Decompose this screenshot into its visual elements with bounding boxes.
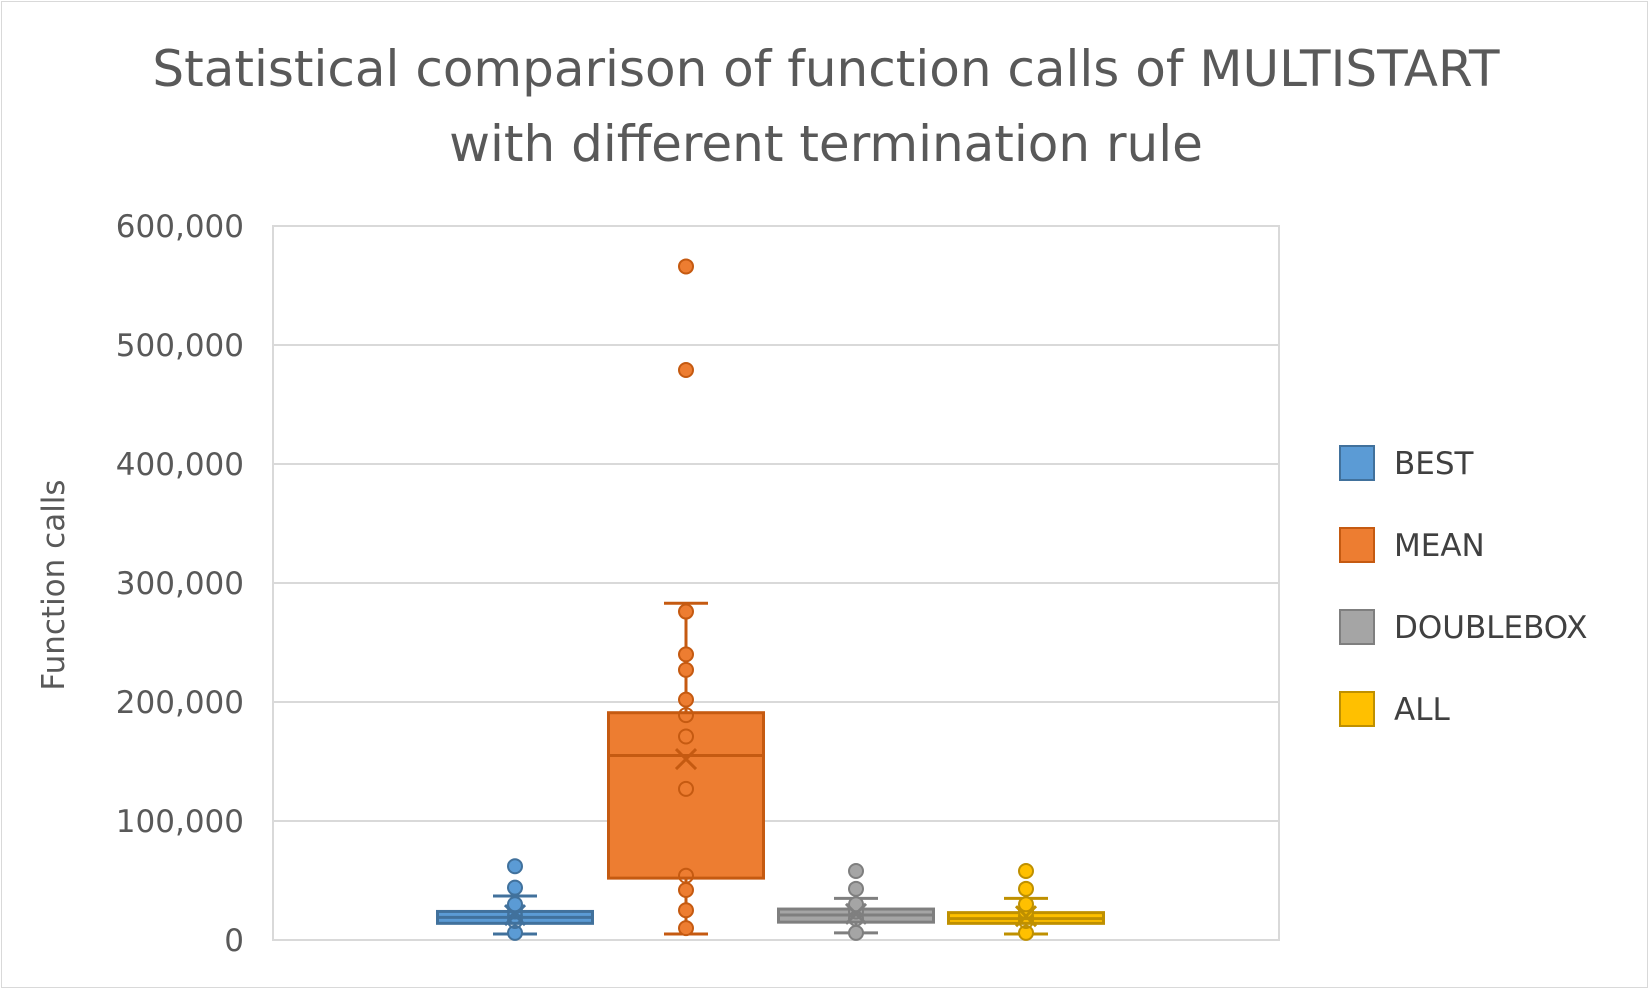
data-point (848, 862, 864, 879)
legend-item-doublebox: DOUBLEBOX (1339, 609, 1587, 646)
data-point (1018, 896, 1034, 913)
y-tick-label: 100,000 (116, 804, 244, 840)
y-tick-label: 500,000 (116, 328, 244, 364)
mean-marker-stroke (844, 902, 868, 925)
data-point (678, 867, 694, 884)
mean-marker-stroke (503, 903, 527, 927)
legend-label: MEAN (1394, 528, 1485, 564)
legend-swatch (1339, 445, 1375, 481)
box-doublebox (777, 862, 935, 941)
data-point (848, 896, 864, 913)
mean-marker-stroke (1014, 905, 1038, 928)
box-series (436, 258, 1105, 941)
data-point (848, 880, 864, 897)
data-point (1018, 880, 1034, 897)
y-axis-label: Function calls (36, 479, 72, 690)
plot-area (272, 225, 1280, 941)
data-point (678, 646, 694, 663)
data-point (678, 361, 694, 378)
mean-marker-stroke (674, 748, 698, 771)
legend-item-mean: MEAN (1339, 527, 1485, 564)
data-point (1018, 862, 1034, 879)
legend-item-best: BEST (1339, 445, 1475, 482)
y-tick-label: 600,000 (116, 209, 244, 245)
data-point (678, 661, 694, 678)
data-point (678, 258, 694, 275)
data-point (678, 728, 694, 745)
data-point (678, 691, 694, 708)
data-point (678, 707, 694, 724)
data-point (507, 896, 523, 913)
data-point (1018, 924, 1034, 941)
box-all (947, 862, 1105, 941)
mean-marker (1014, 905, 1038, 928)
data-point (507, 924, 523, 941)
mean-marker (503, 903, 527, 927)
data-point (678, 882, 694, 899)
box-mean (607, 258, 765, 937)
data-point (678, 902, 694, 919)
y-tick-label: 200,000 (116, 685, 244, 721)
data-point (507, 879, 523, 896)
data-point (507, 858, 523, 875)
legend-swatch (1339, 527, 1375, 563)
legend: BEST MEAN DOUBLEBOX ALL (1339, 445, 1587, 728)
box-best (436, 858, 594, 941)
y-axis-ticks: 0 100,000 200,000 300,000 400,000 500,000 600,… (116, 209, 244, 959)
legend-label: ALL (1394, 692, 1450, 728)
mean-marker (844, 902, 868, 925)
legend-label: BEST (1394, 446, 1475, 482)
legend-swatch (1339, 691, 1375, 727)
legend-label: DOUBLEBOX (1394, 610, 1587, 646)
data-point (678, 603, 694, 620)
chart-title-line-2: with different termination rule (449, 115, 1203, 173)
legend-item-all: ALL (1339, 691, 1450, 728)
data-point (678, 780, 694, 797)
y-tick-label: 400,000 (116, 447, 244, 483)
y-tick-label: 300,000 (116, 566, 244, 602)
chart-title-line-1: Statistical comparison of function calls… (152, 40, 1500, 98)
y-tick-label: 0 (224, 923, 244, 959)
data-point (848, 924, 864, 941)
grid-lines (273, 225, 1279, 941)
mean-marker (674, 748, 698, 771)
legend-swatch (1339, 609, 1375, 645)
data-point (678, 920, 694, 937)
